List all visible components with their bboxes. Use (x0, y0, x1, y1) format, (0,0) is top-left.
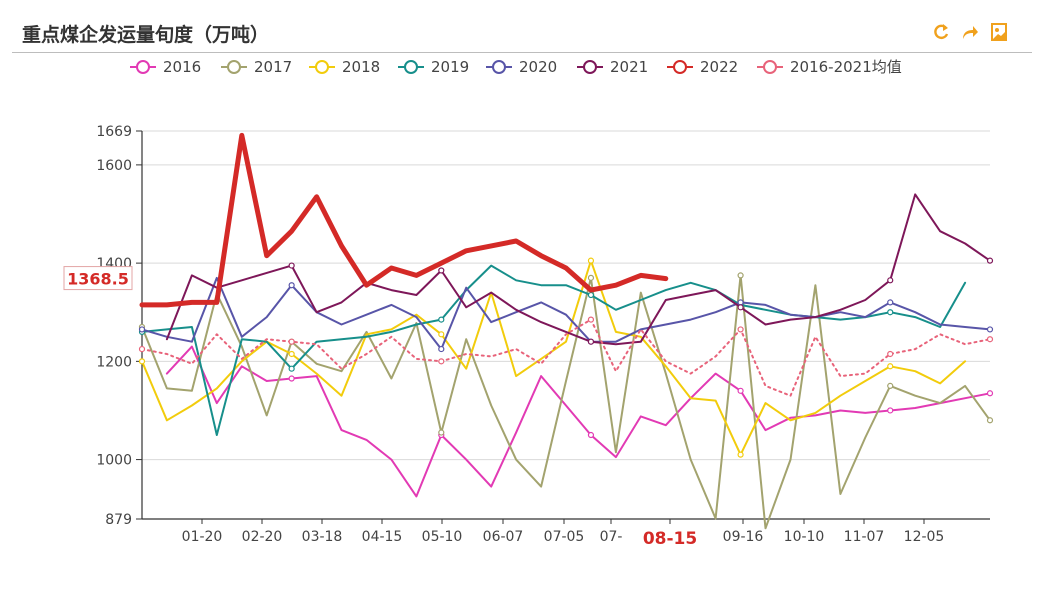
data-point-2016 (587, 431, 595, 439)
y-tick-label: 1200 (96, 354, 132, 370)
x-tick-label: 12-05 (904, 529, 945, 545)
data-point-2018 (887, 363, 894, 370)
legend-marker-2017[interactable] (227, 60, 241, 74)
x-tick-label: 06-07 (483, 529, 524, 545)
data-point-2016 (887, 407, 894, 414)
crosshair-value-label: 1368.5 (67, 270, 129, 289)
data-point-2019 (438, 316, 445, 323)
legend-label-2020[interactable]: 2020 (519, 58, 557, 76)
legend-label-2016-2021[interactable]: 2016-2021均值 (790, 58, 902, 76)
data-point-2016-2021 (438, 358, 445, 365)
data-point-2018 (737, 451, 744, 458)
x-tick-label: 09-16 (723, 529, 764, 545)
data-point-2019 (587, 291, 595, 299)
data-point-2021 (986, 257, 994, 264)
series-line-2021 (165, 193, 991, 346)
data-point-2016-2021 (986, 336, 994, 343)
data-point-2016-2021 (737, 326, 744, 333)
chart-header: 重点煤企发运量旬度（万吨） (12, 12, 1032, 53)
y-tick-label: 1669 (96, 124, 132, 140)
series-line-2020 (141, 276, 991, 351)
x-tick-label: 08-15 (643, 529, 697, 549)
legend-label-2021[interactable]: 2021 (610, 58, 648, 76)
x-tick-label: 01-20 (182, 529, 223, 545)
data-point-2016-2021 (288, 338, 295, 345)
crosshair-value-box (63, 266, 133, 291)
image-icon[interactable] (990, 22, 1008, 42)
data-point-2016-2021 (138, 345, 146, 353)
data-point-2021 (887, 277, 894, 284)
share-icon[interactable] (961, 22, 979, 42)
legend-label-2022[interactable]: 2022 (700, 58, 738, 76)
legend-marker-2016-2021[interactable] (763, 60, 777, 74)
toolbox (926, 22, 1008, 46)
series-line-2018 (141, 259, 967, 456)
x-tick-label: 07-05 (544, 529, 585, 545)
data-point-2021 (288, 262, 295, 269)
legend-marker-2019[interactable] (404, 60, 418, 74)
data-point-2017 (986, 417, 994, 424)
x-tick-label: 07- (600, 529, 623, 545)
data-point-2021 (737, 304, 744, 311)
x-tick-label: 05-10 (422, 529, 463, 545)
legend-label-2016[interactable]: 2016 (163, 58, 201, 76)
legend-marker-2016[interactable] (136, 60, 150, 74)
legend-marker-2021[interactable] (583, 60, 597, 74)
data-point-2017 (438, 429, 445, 436)
data-point-2020 (986, 326, 994, 333)
legend-marker-2018[interactable] (315, 60, 329, 74)
y-tick-label: 1600 (96, 158, 132, 174)
data-point-2018 (587, 257, 595, 264)
data-point-2019 (887, 309, 894, 316)
y-tick-label: 879 (105, 512, 132, 528)
data-point-2021 (587, 338, 595, 345)
data-point-2021 (438, 267, 445, 274)
data-point-2017 (587, 274, 595, 281)
legend-marker-2020[interactable] (492, 60, 506, 74)
data-point-2016-2021 (587, 316, 595, 323)
chart-title: 重点煤企发运量旬度（万吨） (22, 24, 270, 46)
data-point-2020 (887, 299, 894, 306)
data-point-2020 (737, 299, 744, 306)
series-line-2017 (141, 274, 991, 530)
series-line-2016-2021 (141, 318, 991, 397)
x-tick-label: 11-07 (844, 529, 885, 545)
x-tick-label: 02-20 (242, 529, 283, 545)
series-line-2016 (165, 345, 991, 498)
x-tick-label: 10-10 (784, 529, 825, 545)
data-point-2019 (288, 365, 295, 372)
series-line-2022 (139, 132, 669, 308)
legend-label-2019[interactable]: 2019 (431, 58, 469, 76)
legend-marker-2022[interactable] (673, 60, 687, 74)
series-line-2019 (141, 264, 967, 436)
refresh-icon[interactable] (932, 22, 950, 42)
y-tick-label: 1000 (96, 453, 132, 469)
data-point-2020 (288, 282, 295, 289)
data-point-2016-2021 (887, 350, 894, 358)
data-point-2017 (887, 382, 894, 390)
data-point-2017 (737, 272, 744, 279)
legend-label-2017[interactable]: 2017 (254, 58, 292, 76)
x-tick-label: 04-15 (362, 529, 403, 545)
x-tick-label: 03-18 (302, 529, 343, 545)
data-point-2020 (438, 345, 445, 353)
data-point-2016 (737, 387, 744, 394)
data-point-2018 (438, 331, 445, 338)
data-point-2016 (288, 375, 295, 382)
legend-label-2018[interactable]: 2018 (342, 58, 380, 76)
data-point-2016 (986, 390, 994, 397)
data-point-2020 (138, 326, 146, 333)
data-point-2018 (288, 350, 295, 358)
data-point-2018 (138, 358, 146, 365)
